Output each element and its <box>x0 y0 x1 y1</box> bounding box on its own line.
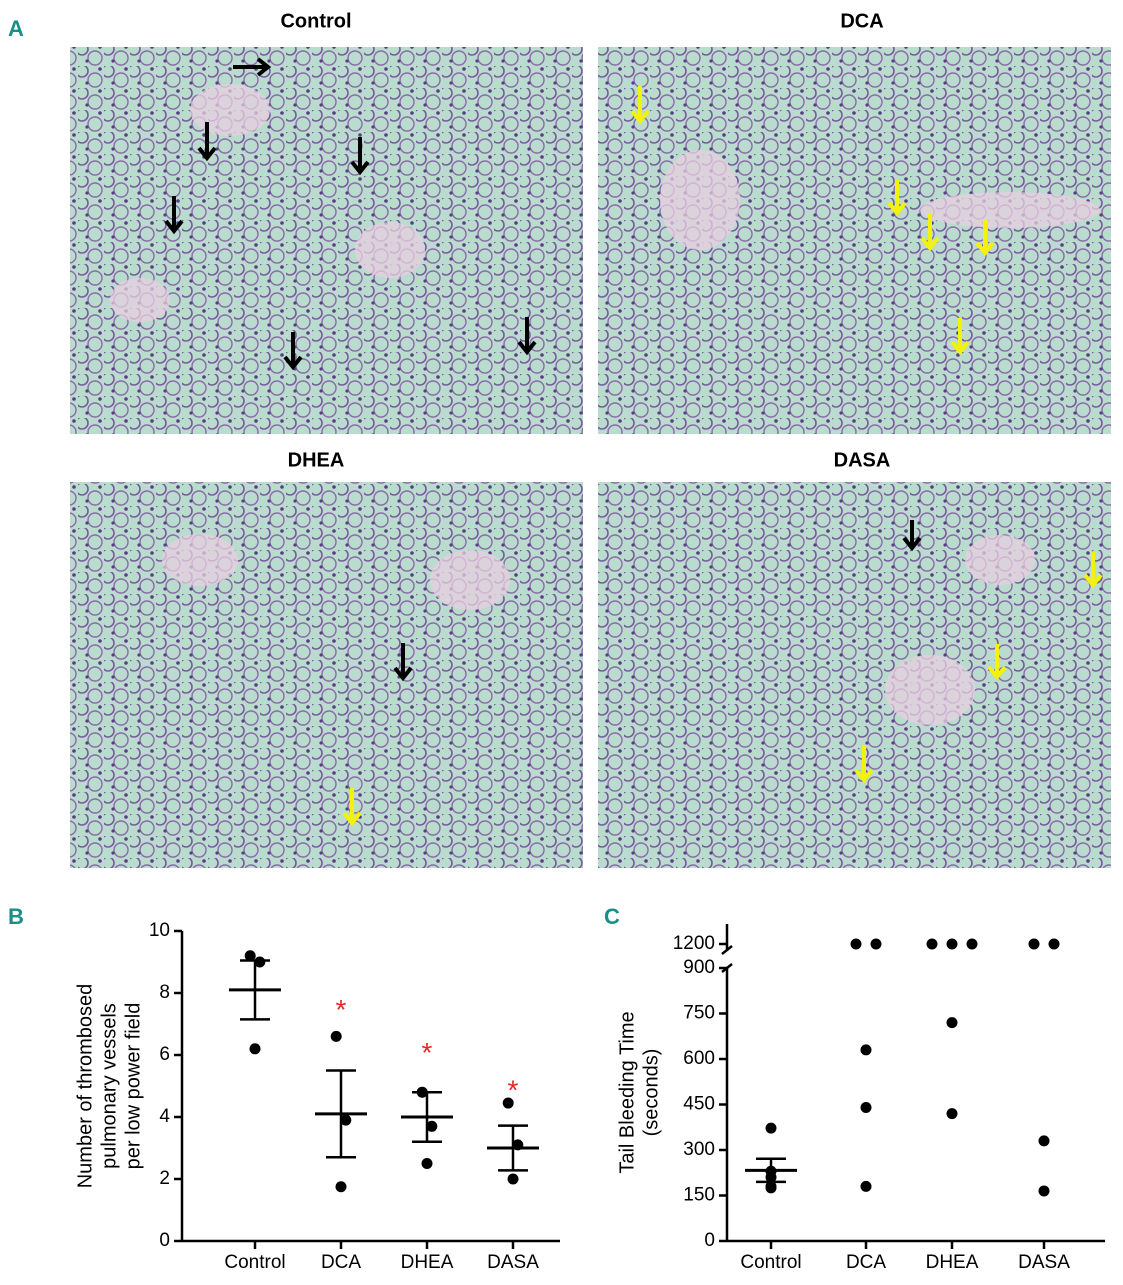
data-point <box>249 1043 261 1055</box>
data-point <box>244 950 256 962</box>
x-tick-label: Control <box>740 1252 801 1273</box>
data-point <box>926 938 938 950</box>
data-point <box>946 1108 958 1120</box>
panel-label: B <box>8 904 24 929</box>
data-point <box>1048 938 1060 950</box>
data-point <box>1038 1135 1050 1147</box>
data-point <box>507 1173 519 1185</box>
micrograph-panel: Control DCA DHEA DASA <box>70 10 1111 868</box>
significance-mark: * <box>336 994 347 1025</box>
y-axis-label: (seconds) <box>640 1049 662 1137</box>
micrograph-title: DCA <box>840 10 883 32</box>
data-point <box>340 1114 352 1126</box>
y-axis-label: Number of thrombosed <box>74 984 96 1189</box>
significance-mark: * <box>508 1074 519 1105</box>
y-tick-label: 1200 <box>673 933 715 954</box>
y-tick-label: 600 <box>683 1048 715 1069</box>
data-point <box>1038 1185 1050 1197</box>
y-tick-label: 6 <box>159 1044 170 1065</box>
x-tick-label: DCA <box>846 1252 886 1273</box>
y-tick-label: 0 <box>159 1230 170 1251</box>
y-tick-label: 2 <box>159 1168 170 1189</box>
data-point <box>946 1017 958 1029</box>
y-tick-label: 300 <box>683 1139 715 1160</box>
y-tick-label: 450 <box>683 1094 715 1115</box>
data-point <box>765 1122 777 1134</box>
micrograph-title: Control <box>280 10 351 32</box>
data-point <box>860 1102 872 1114</box>
data-point <box>860 1044 872 1056</box>
micrograph <box>598 47 1111 434</box>
y-tick-label: 150 <box>683 1185 715 1206</box>
data-point <box>850 938 862 950</box>
data-point <box>426 1120 438 1132</box>
x-tick-label: DASA <box>487 1252 539 1273</box>
y-tick-label: 4 <box>159 1106 170 1127</box>
y-tick-label: 10 <box>149 920 170 941</box>
arrows <box>164 57 1103 827</box>
micrograph-title: DHEA <box>288 449 345 471</box>
micrograph <box>70 482 583 868</box>
data-point <box>966 938 978 950</box>
panel-label: A <box>8 16 24 41</box>
x-tick-label: DHEA <box>926 1252 979 1273</box>
data-point <box>335 1181 347 1193</box>
x-tick-label: DHEA <box>401 1252 454 1273</box>
data-point <box>765 1182 777 1194</box>
data-point <box>330 1030 342 1042</box>
data-point <box>946 938 958 950</box>
y-tick-label: 900 <box>683 957 715 978</box>
x-tick-label: Control <box>224 1252 285 1273</box>
data-point <box>860 1180 872 1192</box>
panel-label: C <box>604 904 620 929</box>
y-tick-label: 8 <box>159 982 170 1003</box>
data-point <box>502 1097 514 1109</box>
y-tick-label: 0 <box>704 1230 715 1251</box>
micrograph-title: DASA <box>834 449 891 471</box>
y-axis-label: per low power field <box>122 1003 144 1170</box>
data-point <box>1028 938 1040 950</box>
data-point <box>421 1158 433 1169</box>
micrograph <box>598 482 1111 868</box>
x-tick-label: DCA <box>321 1252 361 1273</box>
data-point <box>870 938 882 950</box>
y-axis-label: Tail Bleeding Time <box>616 1011 638 1173</box>
axis-break <box>721 945 733 955</box>
micrograph <box>70 47 583 434</box>
y-tick-label: 750 <box>683 1003 715 1024</box>
significance-mark: * <box>422 1037 433 1068</box>
x-tick-label: DASA <box>1018 1252 1070 1273</box>
y-axis-label: pulmonary vessels <box>98 1003 120 1169</box>
